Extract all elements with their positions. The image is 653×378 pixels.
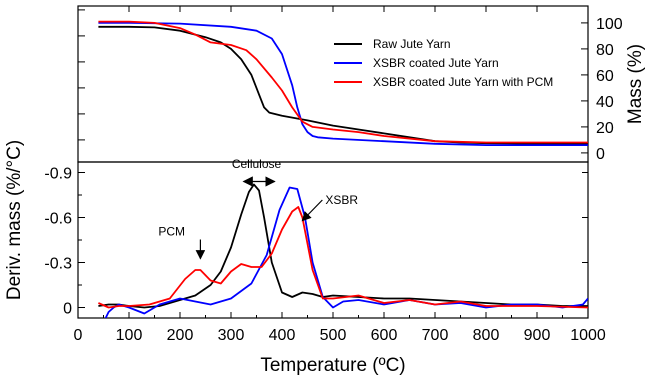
x-tick-label: 600 xyxy=(371,327,398,344)
annotation-xsbr-arrow xyxy=(301,199,323,222)
deriv-axis-title: Deriv. mass (%/°C) xyxy=(4,140,25,300)
x-tick-label: 1000 xyxy=(570,327,606,344)
x-tick-label: 0 xyxy=(74,327,83,344)
bottom-panel-derivative: -0.9-0.6-0.300 100 200 300 400 500 600 700 800 90… xyxy=(4,140,606,376)
x-tick-label: 200 xyxy=(167,327,194,344)
deriv-series-line-3 xyxy=(98,206,588,309)
annotation-xsbr: XSBR xyxy=(325,193,358,207)
x-tick-label: 800 xyxy=(473,327,500,344)
mass-tick-label: 40 xyxy=(596,94,614,111)
legend-entry-1: Raw Jute Yarn xyxy=(373,37,451,51)
mass-tick-label: 100 xyxy=(596,16,623,33)
deriv-tick-label: -0.6 xyxy=(44,211,72,228)
legend: Raw Jute Yarn XSBR coated Jute Yarn XSBR c… xyxy=(334,37,553,89)
mass-axis-title: Mass (%) xyxy=(625,44,646,124)
x-tick-label: 400 xyxy=(269,327,296,344)
x-axis-title: Temperature (ºC) xyxy=(260,355,405,376)
deriv-tick-label: 0 xyxy=(63,301,72,318)
deriv-tick-label: -0.3 xyxy=(44,256,72,273)
x-tick-label: 500 xyxy=(320,327,347,344)
mass-series-line-2 xyxy=(98,22,588,146)
deriv-series-line-2 xyxy=(104,186,588,318)
x-tick-label: 300 xyxy=(218,327,245,344)
mass-series-line-3 xyxy=(98,20,588,144)
annotation-pcm: PCM xyxy=(158,225,185,239)
deriv-tick-label: -0.9 xyxy=(44,166,72,183)
legend-entry-3: XSBR coated Jute Yarn with PCM xyxy=(373,75,553,89)
mass-tick-label: 60 xyxy=(596,68,614,85)
mass-tick-label: 80 xyxy=(596,42,614,59)
legend-entry-2: XSBR coated Jute Yarn xyxy=(373,56,499,70)
x-tick-label: 700 xyxy=(422,327,449,344)
x-tick-label: 100 xyxy=(116,327,143,344)
x-tick-label: 900 xyxy=(524,327,551,344)
mass-tick-label: 0 xyxy=(596,146,605,163)
top-series-group xyxy=(98,20,588,146)
annotation-cellulose: Cellulose xyxy=(232,157,282,171)
bottom-series-group xyxy=(98,183,588,318)
deriv-series-line-1 xyxy=(98,183,588,309)
mass-tick-label: 20 xyxy=(596,120,614,137)
